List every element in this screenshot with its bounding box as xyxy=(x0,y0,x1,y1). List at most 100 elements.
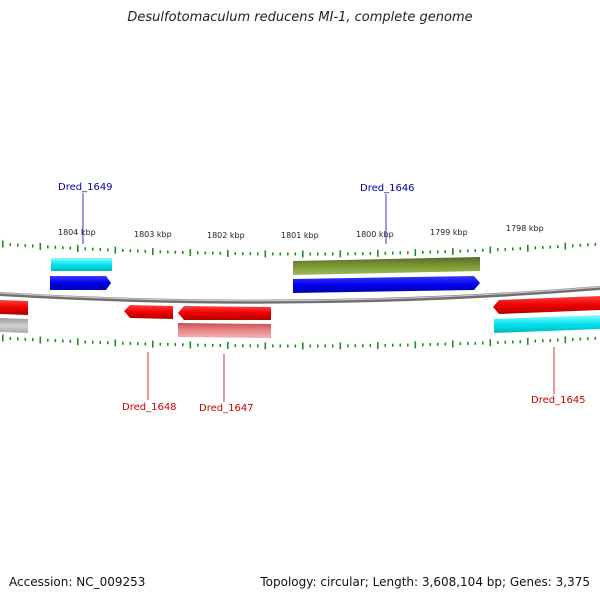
tick-bottom-16 xyxy=(122,341,124,345)
tick-top-25 xyxy=(189,249,192,257)
tick-bottom-43 xyxy=(324,344,327,348)
tick-bottom-32 xyxy=(242,344,244,348)
tick-top-67 xyxy=(504,247,507,251)
tick-top-33 xyxy=(249,252,252,256)
tick-bottom-21 xyxy=(159,342,162,346)
tick-bottom-0 xyxy=(2,334,4,342)
tick-top-16 xyxy=(122,249,124,252)
tick-bottom-1 xyxy=(9,337,12,340)
tick-bottom-56 xyxy=(422,343,424,347)
tick-top-71 xyxy=(534,246,537,250)
tick-top-1 xyxy=(9,243,12,247)
gene-label-dred-1645[interactable]: Dred_1645 xyxy=(531,395,586,406)
tick-top-13 xyxy=(99,248,102,251)
tick-bottom-29 xyxy=(219,343,222,347)
tick-bottom-3 xyxy=(24,337,27,341)
tick-top-48 xyxy=(362,252,364,256)
tick-row-bottom xyxy=(2,334,597,350)
tick-bottom-36 xyxy=(272,344,274,348)
tick-bottom-54 xyxy=(407,343,409,347)
tick-top-53 xyxy=(399,251,402,255)
tick-bottom-5 xyxy=(39,336,42,344)
tick-bottom-20 xyxy=(152,340,154,348)
tick-top-37 xyxy=(279,252,282,256)
tick-top-72 xyxy=(542,246,544,249)
tick-top-64 xyxy=(482,248,484,252)
tick-top-15 xyxy=(114,246,117,254)
kbp-label-1802: 1802 kbp xyxy=(207,231,245,240)
tick-bottom-10 xyxy=(77,338,79,346)
tick-top-76 xyxy=(572,244,574,248)
gene-label-dred-1648[interactable]: Dred_1648 xyxy=(122,402,177,413)
tick-bottom-77 xyxy=(579,337,582,341)
tick-bottom-70 xyxy=(527,337,529,345)
tick-top-50 xyxy=(377,249,379,257)
gene-arrow-dred-1646[interactable] xyxy=(293,276,480,293)
gene-label-dred-1647[interactable]: Dred_1647 xyxy=(199,403,254,414)
tick-top-11 xyxy=(84,247,87,251)
tick-top-19 xyxy=(144,249,147,253)
tick-top-65 xyxy=(489,246,492,254)
tick-top-61 xyxy=(459,249,462,253)
cyan-feature-dred-1649[interactable] xyxy=(51,258,112,271)
tick-top-35 xyxy=(264,250,267,258)
tick-bottom-52 xyxy=(392,343,394,347)
tick-top-7 xyxy=(54,245,57,249)
tick-bottom-63 xyxy=(474,341,477,345)
tick-top-8 xyxy=(62,246,64,250)
tick-top-55 xyxy=(414,249,417,256)
tick-bottom-41 xyxy=(309,344,312,348)
tick-top-0 xyxy=(2,240,4,248)
gene-arrow-dred-1647[interactable] xyxy=(178,306,271,320)
tick-top-27 xyxy=(204,251,207,255)
tick-top-56 xyxy=(422,250,424,254)
tick-top-51 xyxy=(384,251,387,255)
kbp-label-1798: 1798 kbp xyxy=(506,224,544,233)
tick-top-59 xyxy=(444,250,447,254)
tick-top-3 xyxy=(24,244,27,248)
tick-bottom-61 xyxy=(459,342,462,346)
tick-top-63 xyxy=(474,249,477,253)
gene-arrow-left-edge[interactable] xyxy=(0,300,28,315)
gene-arrow-dred-1645[interactable] xyxy=(493,296,600,314)
tick-top-30 xyxy=(227,249,229,257)
tick-bottom-14 xyxy=(107,341,109,345)
tick-top-26 xyxy=(197,251,199,255)
tick-bottom-65 xyxy=(489,339,492,347)
tick-bottom-24 xyxy=(182,343,184,347)
tick-top-38 xyxy=(287,252,289,256)
tick-top-23 xyxy=(174,250,177,254)
olive-feature-dred-1646[interactable] xyxy=(293,257,480,275)
tick-bottom-22 xyxy=(167,342,169,346)
tick-top-73 xyxy=(549,245,552,249)
tick-bottom-51 xyxy=(384,343,387,347)
pink-feature-dred-1647[interactable] xyxy=(178,323,271,338)
tick-bottom-23 xyxy=(174,343,177,347)
tick-bottom-7 xyxy=(54,339,57,343)
tick-bottom-59 xyxy=(444,342,447,346)
tick-top-28 xyxy=(212,251,214,255)
tick-bottom-34 xyxy=(257,344,259,348)
tick-bottom-17 xyxy=(129,341,132,345)
map-title: Desulfotomaculum reducens MI-1, complete… xyxy=(127,10,473,25)
tick-top-29 xyxy=(219,251,222,255)
tick-top-21 xyxy=(159,250,162,254)
tick-bottom-13 xyxy=(99,340,102,344)
tick-bottom-66 xyxy=(497,341,499,345)
tick-top-66 xyxy=(497,248,499,252)
cyan-feature-dred-1645[interactable] xyxy=(494,315,600,333)
gene-label-dred-1649[interactable]: Dred_1649 xyxy=(58,182,113,193)
gene-arrow-dred-1648[interactable] xyxy=(124,305,173,319)
tick-top-70 xyxy=(527,244,529,252)
tick-bottom-4 xyxy=(32,338,34,342)
tick-bottom-44 xyxy=(332,344,334,348)
tick-top-60 xyxy=(452,247,454,255)
gene-arrow-dred-1649[interactable] xyxy=(50,276,111,290)
gene-label-dred-1646[interactable]: Dred_1646 xyxy=(360,183,415,194)
tick-bottom-68 xyxy=(512,340,514,344)
tick-bottom-18 xyxy=(137,342,139,346)
tick-bottom-78 xyxy=(587,337,589,341)
tick-top-52 xyxy=(392,251,394,255)
tick-bottom-45 xyxy=(339,342,342,350)
